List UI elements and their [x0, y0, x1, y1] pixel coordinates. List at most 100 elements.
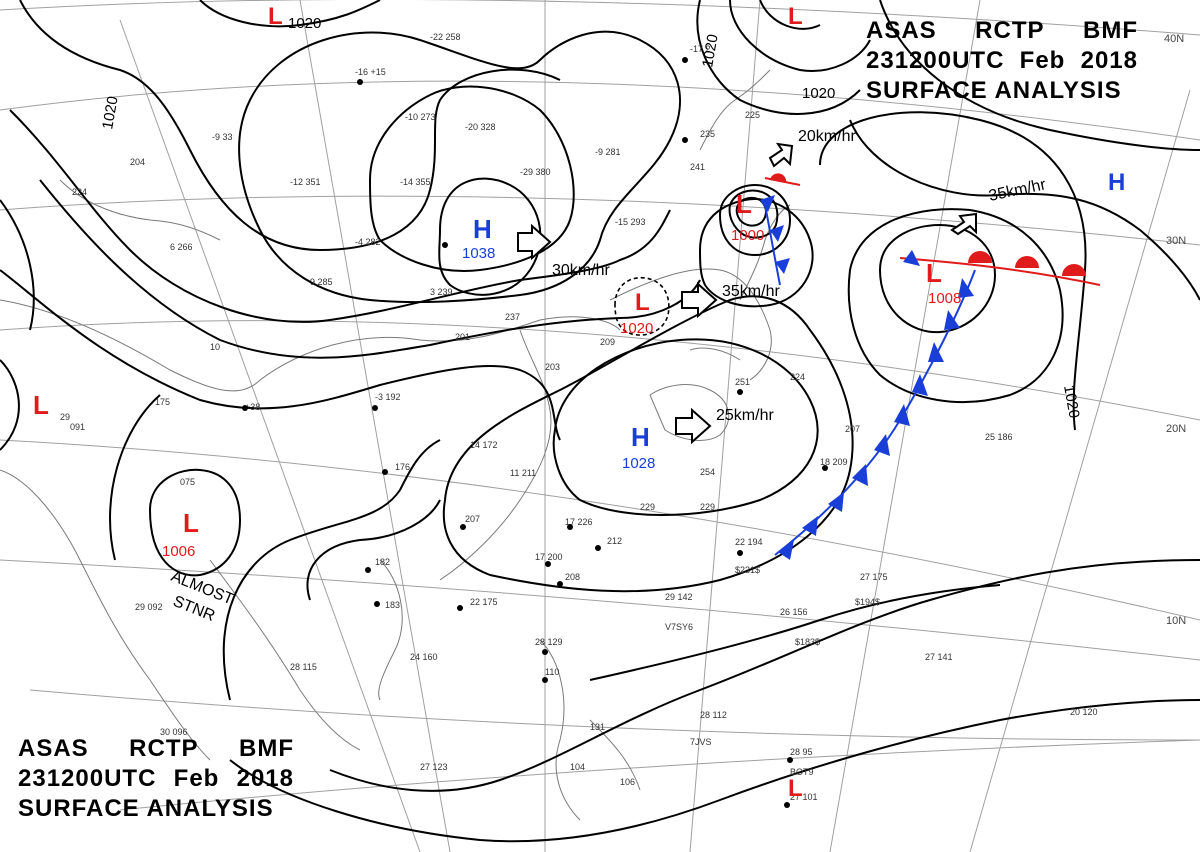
header-month: Feb — [1019, 47, 1066, 74]
svg-text:201: 201 — [455, 332, 470, 342]
svg-text:235: 235 — [700, 129, 715, 139]
header-title: SURFACE ANALYSIS — [866, 77, 1122, 104]
svg-text:-9 281: -9 281 — [595, 147, 621, 157]
svg-text:$194$: $194$ — [855, 597, 880, 607]
svg-text:22 194: 22 194 — [735, 537, 763, 547]
motion-speed-label: 35km/hr — [722, 283, 780, 300]
svg-text:28 129: 28 129 — [535, 637, 563, 647]
low-center-symbol: L — [33, 390, 49, 420]
svg-text:28 115: 28 115 — [290, 662, 317, 672]
motion-speed-label: 35km/hr — [987, 176, 1048, 205]
low-center-pressure: 1000 — [731, 227, 764, 244]
svg-text:18 209: 18 209 — [820, 457, 848, 467]
low-center-symbol: L — [635, 289, 650, 316]
svg-text:-4 282: -4 282 — [355, 237, 381, 247]
header-time: 231200UTC — [18, 765, 157, 792]
svg-text:27 141: 27 141 — [925, 652, 953, 662]
svg-text:-22 258: -22 258 — [430, 32, 461, 42]
svg-text:$183$: $183$ — [795, 637, 820, 647]
svg-text:-12 351: -12 351 — [290, 177, 321, 187]
high-center-symbol: H — [1108, 169, 1125, 196]
svg-text:229: 229 — [640, 502, 655, 512]
latitude-labels: 40N 30N 20N 10N — [1164, 33, 1186, 627]
svg-text:20 120: 20 120 — [1070, 707, 1098, 717]
svg-text:10: 10 — [210, 342, 220, 352]
svg-text:237: 237 — [505, 312, 520, 322]
svg-text:203: 203 — [545, 362, 560, 372]
svg-text:22 175: 22 175 — [470, 597, 498, 607]
high-center-pressure: 1028 — [622, 455, 655, 472]
svg-text:29 092: 29 092 — [135, 602, 163, 612]
svg-text:26 156: 26 156 — [780, 607, 808, 617]
motion-arrow — [675, 407, 712, 445]
svg-text:V7SY6: V7SY6 — [665, 622, 693, 632]
latitude-label: 10N — [1166, 615, 1186, 627]
isobar-label: 1020 — [802, 85, 835, 102]
svg-text:075: 075 — [180, 477, 195, 487]
high-systems: H 1038 H 1028 H — [462, 169, 1125, 472]
svg-text:212: 212 — [607, 536, 622, 546]
station-plots: -16 +15 -22 258 -9 33 -12 351 -14 355 -20 3… — [60, 32, 1098, 802]
cold-front — [760, 195, 976, 560]
low-center-pressure: 1020 — [620, 320, 653, 337]
svg-text:254: 254 — [700, 467, 715, 477]
low-center-symbol: L — [926, 258, 942, 288]
high-center-symbol: H — [473, 214, 492, 244]
svg-text:175: 175 — [155, 397, 170, 407]
low-center-pressure: 1008 — [928, 290, 961, 307]
svg-text:9 285: 9 285 — [310, 277, 333, 287]
svg-text:-29 380: -29 380 — [520, 167, 551, 177]
low-systems: L 1000 L 1008 L 1020 L 1006 L L L L — [33, 3, 961, 802]
svg-text:106: 106 — [620, 777, 635, 787]
svg-text:229: 229 — [700, 502, 715, 512]
high-center-pressure: 1038 — [462, 245, 495, 262]
svg-text:28 112: 28 112 — [700, 710, 727, 720]
motion-speed-label: 20km/hr — [798, 128, 856, 145]
header-title: SURFACE ANALYSIS — [18, 795, 274, 822]
svg-text:131: 131 — [590, 722, 605, 732]
svg-text:$231$: $231$ — [735, 565, 760, 575]
svg-text:104: 104 — [570, 762, 585, 772]
svg-text:27 175: 27 175 — [860, 572, 888, 582]
isobar-label: 1020 — [1060, 384, 1083, 420]
motion-speed-label: 30km/hr — [552, 262, 610, 279]
header-month: Feb — [173, 765, 220, 792]
svg-text:-9 33: -9 33 — [212, 132, 233, 142]
svg-text:241: 241 — [690, 162, 705, 172]
svg-text:-10 273: -10 273 — [405, 112, 436, 122]
svg-text:-15 293: -15 293 — [615, 217, 646, 227]
svg-text:25 186: 25 186 — [985, 432, 1013, 442]
svg-text:207: 207 — [465, 514, 480, 524]
header-year: 2018 — [1080, 47, 1138, 74]
svg-text:176: 176 — [395, 462, 410, 472]
svg-text:28 95: 28 95 — [790, 747, 813, 757]
motion-arrows — [517, 142, 977, 445]
svg-text:17 226: 17 226 — [565, 517, 593, 527]
svg-text:BOT9: BOT9 — [790, 767, 814, 777]
header-code: BMF — [239, 735, 294, 762]
motion-arrow — [517, 223, 552, 261]
low-center-pressure: 1006 — [162, 543, 195, 560]
motion-arrow — [950, 212, 977, 236]
header-product: ASAS — [18, 735, 89, 762]
svg-text:-14 355: -14 355 — [400, 177, 431, 187]
svg-text:209: 209 — [600, 337, 615, 347]
svg-text:-20 328: -20 328 — [465, 122, 496, 132]
header-year: 2018 — [236, 765, 294, 792]
isobar-labels: 1020 1020 1020 1020 1020 — [99, 15, 1082, 420]
high-center-symbol: H — [631, 422, 650, 452]
svg-text:29 142: 29 142 — [665, 592, 693, 602]
low-center-symbol: L — [788, 775, 803, 802]
isobar-label: 1020 — [699, 33, 722, 69]
svg-text:-3 192: -3 192 — [375, 392, 401, 402]
header-product: ASAS — [866, 17, 937, 44]
svg-text:3 239: 3 239 — [430, 287, 453, 297]
svg-text:224: 224 — [790, 372, 805, 382]
svg-text:27 101: 27 101 — [790, 792, 818, 802]
svg-text:183: 183 — [385, 600, 400, 610]
motion-speed-label: 25km/hr — [716, 407, 774, 424]
svg-text:14 172: 14 172 — [470, 440, 498, 450]
svg-text:251: 251 — [735, 377, 750, 387]
svg-text:24 160: 24 160 — [410, 652, 438, 662]
